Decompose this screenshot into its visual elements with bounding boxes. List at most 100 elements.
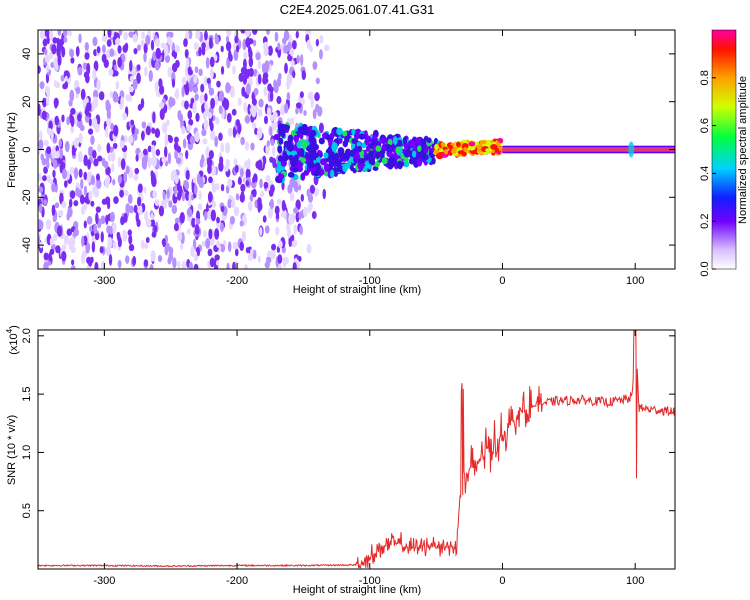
spectrogram-cell bbox=[203, 30, 208, 41]
x-tick-label: 100 bbox=[626, 575, 644, 587]
snr-scale-suffix: ) bbox=[8, 325, 20, 329]
snr-x-ticks: -300 -200 -100 0 100 bbox=[93, 330, 644, 587]
spectrogram-cell bbox=[411, 150, 417, 158]
spectrogram-cell bbox=[118, 30, 123, 36]
spectrogram-cell bbox=[208, 87, 215, 96]
spectrogram-cell bbox=[241, 86, 246, 97]
spectrogram-cell bbox=[193, 263, 199, 269]
spectrogram-cell bbox=[171, 63, 178, 73]
spectrogram-cell bbox=[207, 112, 213, 119]
spectrogram-cell bbox=[368, 157, 373, 165]
spectrogram-cell bbox=[113, 124, 119, 137]
spectrogram-cell bbox=[338, 138, 343, 144]
spectrogram-cell bbox=[403, 142, 409, 150]
spectrogram-cell bbox=[42, 97, 47, 108]
spectrogram-cell bbox=[203, 119, 209, 131]
spectrogram-cell bbox=[151, 147, 156, 158]
spectrogram-cell bbox=[353, 153, 361, 160]
spectrogram-cell bbox=[171, 78, 176, 88]
x-tick-label: -200 bbox=[226, 275, 248, 287]
spectrogram-cell bbox=[93, 60, 99, 72]
spectrogram-cell bbox=[143, 52, 147, 63]
spectrogram-cell bbox=[69, 89, 75, 102]
spectrogram-cell bbox=[286, 140, 292, 147]
spectrogram-cell bbox=[173, 142, 179, 151]
spectrogram-cell bbox=[210, 97, 216, 110]
spectrogram-cell bbox=[184, 180, 190, 190]
spectrogram-cell bbox=[232, 65, 236, 75]
spectrogram-cell bbox=[252, 249, 257, 260]
spectrogram-cell bbox=[269, 126, 273, 137]
spectrogram-cell bbox=[203, 230, 207, 239]
spectrogram-cell bbox=[39, 81, 45, 90]
spectrogram-cell bbox=[75, 46, 80, 57]
spectrogram-cell bbox=[266, 250, 272, 258]
spectrogram-cell bbox=[117, 174, 123, 184]
spectrogram-cell bbox=[224, 142, 231, 154]
spectrogram-cell bbox=[198, 46, 202, 57]
spectrogram-cell bbox=[40, 221, 44, 230]
spectrogram-cell bbox=[86, 102, 92, 112]
spectrogram-cell bbox=[135, 154, 139, 162]
x-tick-label: 0 bbox=[499, 275, 505, 287]
spectrogram-cell bbox=[290, 212, 296, 224]
spectrogram-cell bbox=[38, 172, 42, 182]
spectrogram-cell bbox=[203, 76, 208, 86]
spectrogram-cell bbox=[249, 106, 256, 114]
spectrogram-cell bbox=[152, 190, 158, 199]
spectrogram-cell bbox=[98, 91, 105, 101]
spectrogram-cell bbox=[189, 135, 195, 145]
spectrogram-cell bbox=[269, 198, 274, 210]
spectrogram-cell bbox=[63, 180, 68, 188]
spectrogram-cell bbox=[184, 66, 189, 77]
spectrogram-cell bbox=[319, 34, 324, 44]
spectrogram-cell bbox=[319, 49, 323, 60]
spectrogram-cell bbox=[61, 168, 68, 180]
spectrogram-cell bbox=[122, 229, 126, 238]
spectrogram-cell bbox=[399, 161, 405, 167]
spectrogram-cell bbox=[67, 30, 72, 37]
spectrogram-cell bbox=[97, 155, 103, 162]
spectrogram-cell bbox=[266, 140, 270, 147]
spectrogram-cell bbox=[88, 190, 93, 201]
spectrogram-cell bbox=[277, 254, 283, 264]
spectrogram-cell bbox=[151, 231, 157, 238]
spectrogram-cell bbox=[152, 51, 157, 61]
spectrogram-cell bbox=[301, 140, 308, 150]
spectrogram-cell bbox=[220, 45, 224, 53]
spectrogram-cell bbox=[105, 246, 111, 257]
spectrogram-cell bbox=[179, 243, 184, 250]
spectrogram-cell bbox=[312, 61, 318, 70]
spectrogram-cell bbox=[179, 113, 184, 124]
spectrogram-cell bbox=[226, 112, 232, 123]
spectrogram-cell bbox=[132, 133, 138, 141]
spectrogram-cell bbox=[257, 108, 263, 117]
spectrogram-cell bbox=[190, 245, 195, 258]
spectrogram-cell bbox=[241, 230, 247, 242]
spectrogram-cell bbox=[301, 97, 305, 106]
spectrogram-cell bbox=[282, 150, 287, 159]
spectrogram-cell bbox=[111, 222, 117, 234]
spectrogram-cell bbox=[463, 147, 468, 153]
spectrogram-cell bbox=[307, 204, 311, 214]
spectrogram-cell bbox=[38, 203, 43, 213]
spectrogram-cell bbox=[137, 183, 143, 193]
spectrogram-cell bbox=[245, 247, 250, 254]
spectrogram-cell bbox=[153, 224, 158, 234]
spectrogram-cell bbox=[207, 163, 212, 175]
spectrogram-cell bbox=[392, 136, 398, 145]
spectrogram-cell bbox=[291, 239, 298, 248]
spectrogram-cell bbox=[265, 175, 271, 182]
spectrogram-cell bbox=[301, 70, 306, 81]
spectrogram-cell bbox=[188, 118, 194, 126]
spectrogram-cell bbox=[342, 130, 348, 137]
spectrogram-cell bbox=[151, 155, 157, 168]
spectrogram-cell bbox=[318, 122, 324, 134]
spectrogram-cell bbox=[68, 198, 73, 208]
spectrogram-cell bbox=[103, 160, 109, 169]
spectrogram-cell bbox=[188, 80, 194, 93]
colorbar-ticks: 0.0 0.2 0.4 0.6 0.8 bbox=[699, 70, 716, 277]
spectrogram-cell bbox=[51, 182, 56, 193]
snr-y-axis-label: SNR (10 * v/v) bbox=[6, 415, 18, 485]
spectrogram-cell bbox=[109, 211, 115, 223]
